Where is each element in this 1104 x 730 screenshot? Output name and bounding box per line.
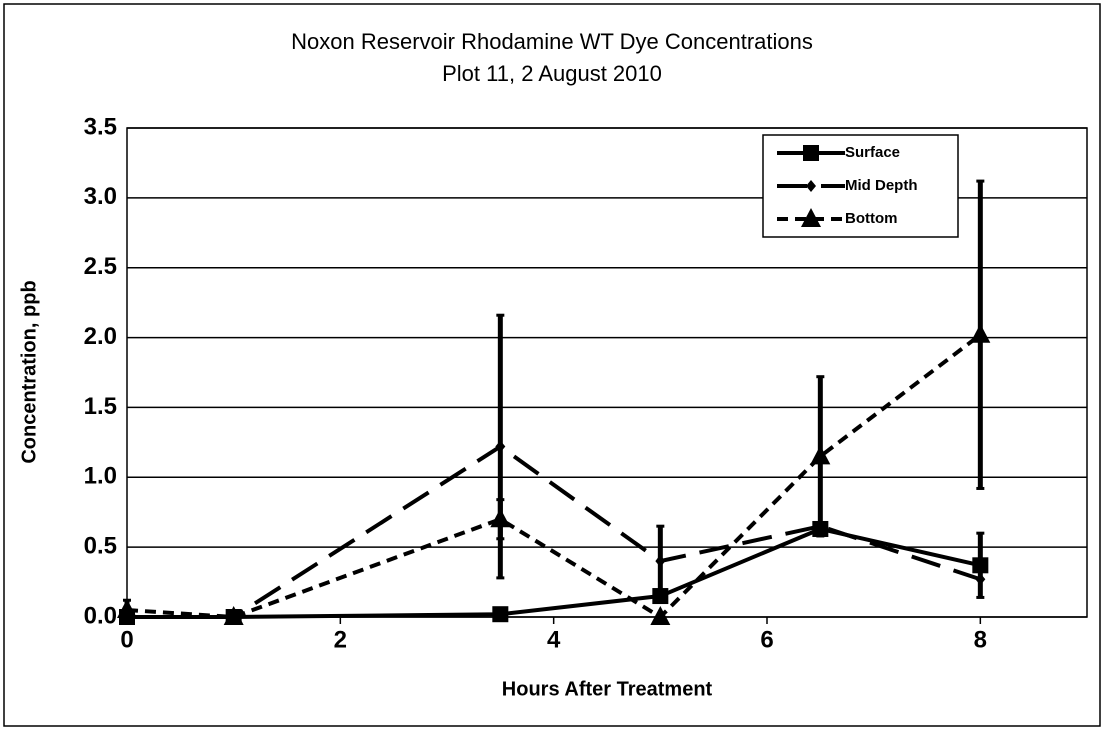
legend-label: Surface xyxy=(845,144,900,161)
y-tick-label: 0.0 xyxy=(84,602,117,629)
x-tick-label: 6 xyxy=(760,626,773,653)
marker xyxy=(975,573,986,586)
chart-title: Noxon Reservoir Rhodamine WT Dye Concent… xyxy=(291,29,813,54)
marker xyxy=(117,599,137,619)
marker xyxy=(970,323,991,343)
x-tick-label: 0 xyxy=(120,626,133,653)
marker xyxy=(972,557,989,574)
marker xyxy=(650,606,671,625)
marker xyxy=(490,508,511,528)
y-tick-label: 3.5 xyxy=(84,113,117,140)
series-line xyxy=(127,444,981,619)
legend-marker xyxy=(806,180,816,192)
y-tick-label: 1.5 xyxy=(84,393,117,420)
marker xyxy=(810,445,831,465)
y-tick-label: 1.0 xyxy=(84,463,117,490)
x-axis-label: Hours After Treatment xyxy=(502,678,713,700)
legend-label: Bottom xyxy=(845,210,898,227)
legend-label: Mid Depth xyxy=(845,177,918,194)
y-tick-label: 2.5 xyxy=(84,253,117,280)
y-tick-label: 3.0 xyxy=(84,183,117,210)
y-axis-label: Concentration, ppb xyxy=(18,280,40,463)
marker xyxy=(815,520,826,533)
series-line xyxy=(126,333,982,620)
frame xyxy=(3,3,1101,727)
legend-marker xyxy=(801,208,821,227)
y-tick-label: 0.5 xyxy=(84,532,117,559)
x-tick-label: 2 xyxy=(334,626,347,653)
y-tick-label: 2.0 xyxy=(84,323,117,350)
marker xyxy=(655,555,666,568)
marker xyxy=(495,440,506,453)
marker xyxy=(652,588,669,605)
x-tick-label: 8 xyxy=(974,626,987,653)
chart-subtitle: Plot 11, 2 August 2010 xyxy=(442,61,662,86)
x-tick-label: 4 xyxy=(547,626,561,653)
marker xyxy=(492,606,509,623)
legend-marker xyxy=(803,145,819,161)
plot-area xyxy=(126,127,1088,618)
marker xyxy=(223,606,244,625)
